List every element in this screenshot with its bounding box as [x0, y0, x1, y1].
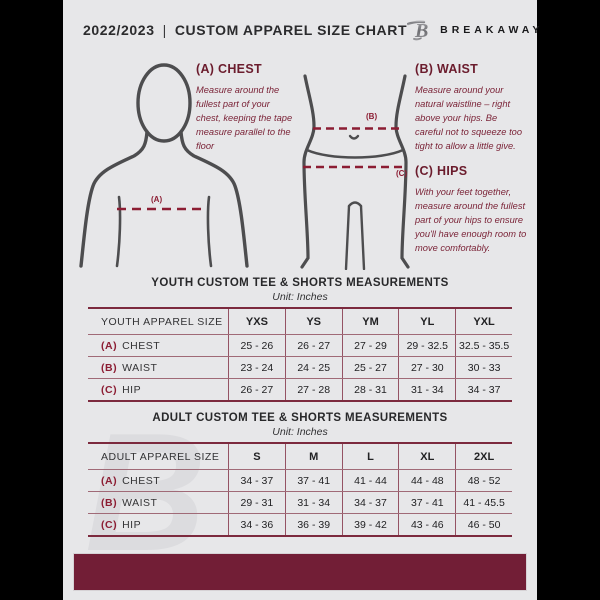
- table-cell: 34 - 37: [341, 492, 399, 513]
- row-key: (A): [101, 339, 118, 352]
- chest-marker-label: (A): [151, 195, 163, 204]
- table-cell: 28 - 31: [341, 379, 399, 400]
- table-cell: 34 - 37: [228, 470, 285, 491]
- row-label: HIP: [122, 383, 142, 396]
- row-label-cell: (C) HIP: [88, 379, 228, 400]
- table-cell: 26 - 27: [228, 379, 285, 400]
- youth-table-unit: Unit: Inches: [272, 291, 328, 303]
- table-row: (A) CHEST 25 - 26 26 - 27 27 - 29 29 - 3…: [88, 334, 512, 356]
- adult-size-table: ADULT APPAREL SIZE S M L XL 2XL (A) CHES…: [88, 442, 512, 537]
- table-header-cell: M: [284, 444, 342, 469]
- table-cell: 41 - 45.5: [455, 492, 512, 513]
- waist-section-body: Measure around your natural waistline – …: [415, 85, 522, 151]
- breakaway-b-watermark-icon: B: [85, 398, 206, 586]
- table-cell: 27 - 30: [398, 357, 455, 378]
- table-cell: 43 - 46: [398, 514, 455, 535]
- table-header-row: ADULT APPAREL SIZE S M L XL 2XL: [88, 444, 512, 469]
- row-key: (B): [101, 361, 118, 374]
- adult-table-title: ADULT CUSTOM TEE & SHORTS MEASUREMENTS: [152, 412, 448, 424]
- table-cell: 23 - 24: [228, 357, 285, 378]
- table-cell: 37 - 41: [284, 470, 342, 491]
- adult-table-unit: Unit: Inches: [272, 426, 328, 438]
- table-row: (C) HIP 26 - 27 27 - 28 28 - 31 31 - 34 …: [88, 378, 512, 400]
- row-label: CHEST: [122, 339, 161, 352]
- row-key: (B): [101, 496, 118, 509]
- table-cell: 27 - 29: [341, 335, 399, 356]
- row-label: HIP: [122, 518, 142, 531]
- table-header-cell: 2XL: [455, 444, 512, 469]
- table-cell: 37 - 41: [398, 492, 455, 513]
- waist-marker-label: (B): [366, 112, 378, 121]
- table-header-cell: L: [341, 444, 399, 469]
- table-cell: 41 - 44: [341, 470, 399, 491]
- table-header-cell: S: [228, 444, 285, 469]
- row-label-cell: (C) HIP: [88, 514, 228, 535]
- table-row: (B) WAIST 29 - 31 31 - 34 34 - 37 37 - 4…: [88, 491, 512, 513]
- row-label-cell: (B) WAIST: [88, 357, 228, 378]
- table-header-cell: YL: [398, 309, 455, 334]
- table-cell: 44 - 48: [398, 470, 455, 491]
- row-label: WAIST: [122, 361, 158, 374]
- flyer-page: B 2022/2023 | CUSTOM APPAREL SIZE CHART: [63, 0, 539, 600]
- waist-hips-figure-diagram: [300, 74, 410, 270]
- svg-text:B: B: [414, 20, 428, 42]
- table-cell: 34 - 37: [455, 379, 512, 400]
- row-label: CHEST: [122, 474, 161, 487]
- header-divider: |: [162, 21, 167, 38]
- table-cell: 29 - 32.5: [398, 335, 455, 356]
- table-cell: 46 - 50: [455, 514, 512, 535]
- table-cell: 26 - 27: [284, 335, 342, 356]
- hips-marker-label: (C): [396, 169, 408, 178]
- table-cell: 32.5 - 35.5: [455, 335, 512, 356]
- table-cell: 29 - 31: [228, 492, 285, 513]
- table-header-cell: YXL: [455, 309, 512, 334]
- footer-bar: [73, 553, 527, 591]
- header: 2022/2023 | CUSTOM APPAREL SIZE CHART B …: [83, 17, 539, 42]
- row-key: (C): [101, 518, 118, 531]
- row-key: (C): [101, 383, 118, 396]
- header-title: 2022/2023 | CUSTOM APPAREL SIZE CHART: [83, 22, 407, 38]
- row-label-cell: (B) WAIST: [88, 492, 228, 513]
- table-cell: 48 - 52: [455, 470, 512, 491]
- table-header-cell: YM: [341, 309, 399, 334]
- youth-size-table: YOUTH APPAREL SIZE YXS YS YM YL YXL (A) …: [88, 307, 512, 402]
- table-header-cell: YOUTH APPAREL SIZE: [101, 315, 223, 328]
- table-header-row: YOUTH APPAREL SIZE YXS YS YM YL YXL: [88, 309, 512, 334]
- table-row: (B) WAIST 23 - 24 24 - 25 25 - 27 27 - 3…: [88, 356, 512, 378]
- row-label-cell: (A) CHEST: [88, 335, 228, 356]
- table-cell: 27 - 28: [284, 379, 342, 400]
- table-cell: 30 - 33: [455, 357, 512, 378]
- chest-section-body: Measure around the fullest part of your …: [196, 85, 293, 151]
- table-cell: 36 - 39: [284, 514, 342, 535]
- youth-table-title: YOUTH CUSTOM TEE & SHORTS MEASUREMENTS: [151, 277, 449, 289]
- row-key: (A): [101, 474, 118, 487]
- table-header-cell: XL: [398, 444, 455, 469]
- table-cell: 31 - 34: [284, 492, 342, 513]
- table-cell: 34 - 36: [228, 514, 285, 535]
- hips-section-heading: (C) HIPS: [415, 164, 468, 178]
- chest-section-heading: (A) CHEST: [196, 62, 262, 76]
- table-cell: 39 - 42: [341, 514, 399, 535]
- table-row: (C) HIP 34 - 36 36 - 39 39 - 42 43 - 46 …: [88, 513, 512, 535]
- table-cell: 31 - 34: [398, 379, 455, 400]
- chest-figure-diagram: [79, 63, 249, 268]
- table-header-cell: ADULT APPAREL SIZE: [101, 450, 220, 463]
- waist-section-heading: (B) WAIST: [415, 62, 479, 76]
- table-cell: 25 - 26: [228, 335, 285, 356]
- table-row: (A) CHEST 34 - 37 37 - 41 41 - 44 44 - 4…: [88, 469, 512, 491]
- brand-name: BREAKAWAY: [440, 23, 544, 36]
- table-cell: 25 - 27: [341, 357, 399, 378]
- breakaway-b-logo-icon: B: [407, 20, 428, 42]
- row-label-cell: (A) CHEST: [88, 470, 228, 491]
- header-year: 2022/2023: [83, 21, 155, 38]
- page-title: CUSTOM APPAREL SIZE CHART: [174, 21, 408, 38]
- table-header-cell: YS: [284, 309, 342, 334]
- hips-section-body: With your feet together, measure around …: [415, 187, 527, 253]
- brand-logo: B BREAKAWAY: [407, 17, 543, 42]
- table-cell: 24 - 25: [284, 357, 342, 378]
- row-label: WAIST: [122, 496, 158, 509]
- table-header-cell: YXS: [228, 309, 285, 334]
